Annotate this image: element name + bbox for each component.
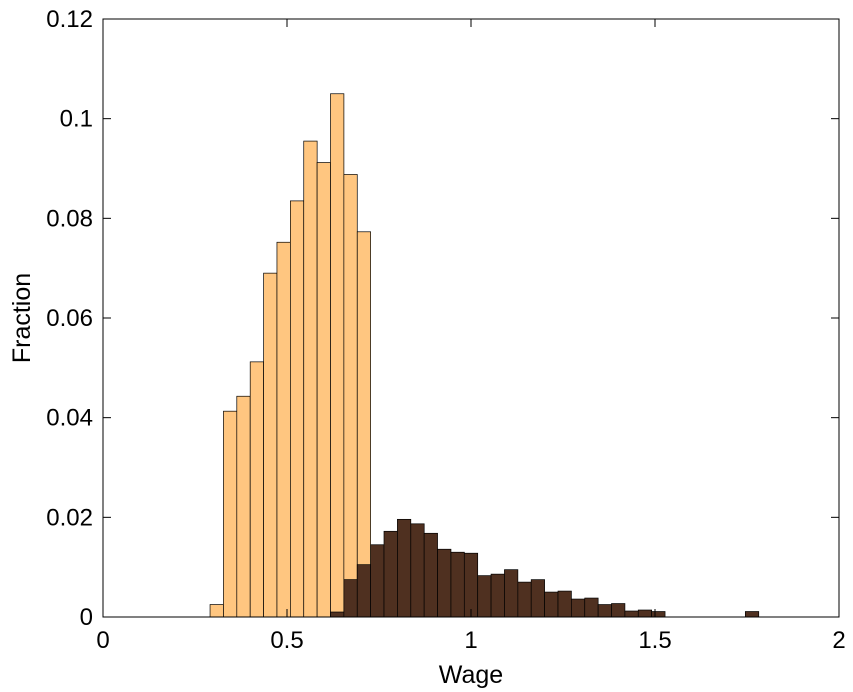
- bar-series-2: [557, 590, 572, 618]
- y-axis-label: Fraction: [8, 273, 36, 363]
- bar-series-2: [463, 552, 479, 618]
- bar-series-1: [330, 93, 345, 618]
- y-tick-label: 0.06: [46, 305, 93, 332]
- bar-series-2: [584, 597, 599, 618]
- bar-series-2: [544, 591, 559, 618]
- y-tick-label: 0.08: [46, 205, 93, 232]
- x-tick-label: 1: [464, 627, 477, 654]
- bar-series-2: [597, 604, 612, 618]
- y-tick-label: 0: [80, 604, 93, 631]
- bar-series-1: [249, 361, 264, 618]
- y-tick-label: 0.04: [46, 405, 93, 432]
- bar-series-2: [624, 610, 639, 618]
- bar-series-2: [383, 530, 398, 618]
- plot-frame: [102, 18, 840, 618]
- bar-series-1: [276, 241, 291, 618]
- bar-series-2: [410, 523, 425, 618]
- bar-series-2: [490, 573, 505, 618]
- bar-series-2: [356, 564, 371, 618]
- ticks-layer: 0 0.5 1 1.5 2 0 0.02 0.04 0.06 0.08 0.1 0.12: [46, 6, 845, 654]
- bar-series-2: [437, 548, 452, 618]
- bar-series-2: [637, 609, 653, 618]
- bar-series-2: [530, 579, 545, 618]
- bar-series-2: [450, 551, 465, 618]
- y-tick-label: 0.12: [46, 6, 93, 33]
- bar-series-2: [517, 581, 532, 618]
- bar-series-1: [316, 162, 331, 618]
- x-tick-label: 0: [96, 627, 109, 654]
- bar-series-1: [209, 604, 224, 618]
- bars-layer: [209, 93, 760, 618]
- bar-series-1: [263, 272, 278, 618]
- bar-series-1: [223, 410, 238, 618]
- bar-series-2: [504, 569, 519, 618]
- x-tick-label: 1.5: [638, 627, 671, 654]
- x-axis-label: Wage: [439, 661, 503, 689]
- x-tick-label: 0.5: [270, 627, 303, 654]
- bar-series-1: [236, 395, 251, 618]
- bar-series-2: [570, 598, 586, 618]
- bar-series-2: [330, 611, 345, 618]
- bar-series-2: [423, 532, 438, 618]
- bar-series-1: [290, 200, 305, 618]
- bar-series-2: [611, 603, 626, 618]
- bar-series-2: [477, 575, 492, 618]
- bar-series-2: [343, 579, 358, 618]
- bar-series-2: [744, 611, 760, 618]
- bar-series-2: [397, 518, 412, 618]
- y-tick-label: 0.02: [46, 504, 93, 531]
- bar-series-1: [356, 231, 371, 618]
- bar-series-2: [370, 544, 385, 618]
- bar-series-2: [651, 611, 666, 618]
- bar-series-1: [343, 174, 358, 618]
- y-tick-label: 0.1: [60, 106, 93, 133]
- bar-series-1: [303, 140, 318, 618]
- x-tick-label: 2: [832, 627, 845, 654]
